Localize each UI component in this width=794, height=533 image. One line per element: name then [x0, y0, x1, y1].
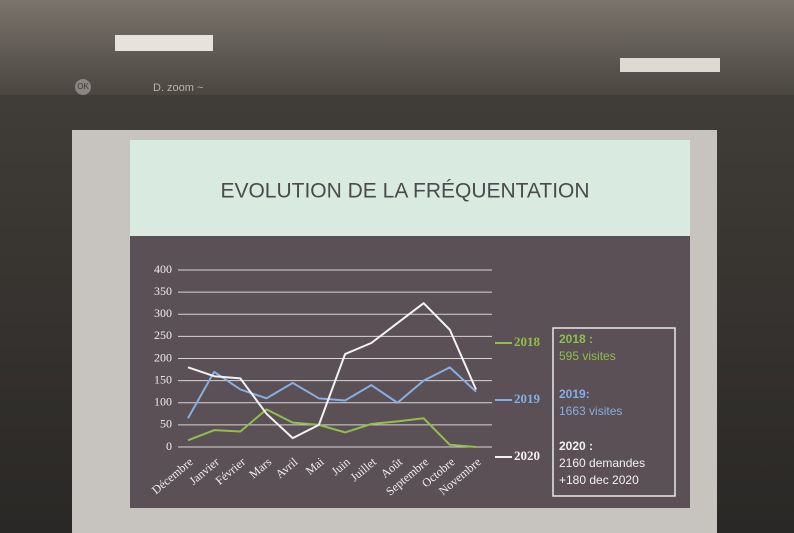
annotation: 2019:	[559, 387, 590, 401]
y-tick-label: 300	[154, 306, 172, 320]
annotation: 2160 demandes	[559, 456, 645, 470]
scene-label: D. zoom ~	[153, 82, 203, 94]
y-tick-label: 250	[154, 328, 172, 342]
photo: OK D. zoom ~ EVOLUTION DE LA FRÉQUENTATI…	[0, 0, 794, 533]
page: {"scene": {"labels": ["OK", "D. zoom ~"]…	[0, 0, 794, 533]
legend-label: 2019	[514, 391, 541, 406]
y-tick-label: 100	[154, 395, 172, 409]
legend-label: 2018	[514, 334, 541, 349]
annotation: 1663 visites	[559, 404, 622, 418]
y-tick-label: 150	[154, 372, 172, 386]
scene-label: OK	[77, 82, 89, 91]
y-tick-label: 200	[154, 350, 172, 364]
y-tick-label: 50	[160, 417, 172, 431]
y-tick-label: 400	[154, 262, 172, 276]
chart-title: EVOLUTION DE LA FRÉQUENTATION	[220, 180, 589, 203]
annotation: 2020 :	[559, 439, 593, 453]
ceiling-light	[115, 35, 213, 51]
y-tick-label: 0	[166, 439, 172, 453]
y-tick-label: 350	[154, 284, 172, 298]
annotation: +180 dec 2020	[559, 473, 639, 487]
ceiling-light	[620, 58, 720, 72]
annotation: 595 visites	[559, 349, 616, 363]
annotation: 2018 :	[559, 332, 593, 346]
legend-label: 2020	[514, 448, 540, 463]
